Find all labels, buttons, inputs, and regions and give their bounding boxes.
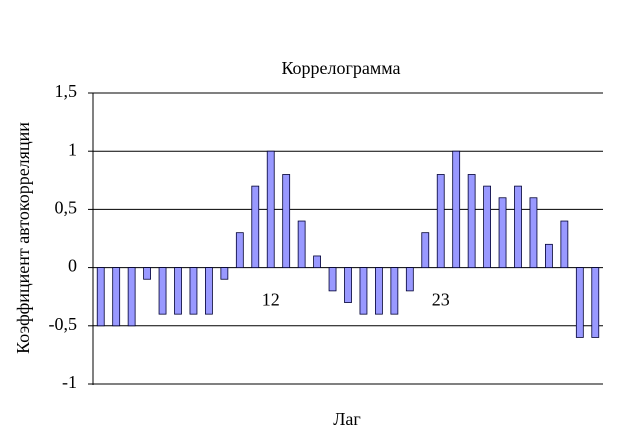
bar (112, 267, 121, 327)
bar (96, 267, 105, 327)
bar (545, 243, 553, 269)
bar (375, 267, 383, 315)
y-axis-label: Коэффициент автокорреляции (13, 122, 33, 354)
bar (158, 267, 167, 315)
bar (467, 174, 476, 268)
bar (591, 267, 600, 338)
bar (405, 267, 414, 292)
x-axis-label: Лаг (333, 409, 361, 429)
bar (313, 255, 321, 269)
bar (359, 267, 368, 315)
bar (297, 220, 306, 268)
y-tick-label: -0,5 (49, 314, 78, 334)
bar (560, 220, 569, 268)
y-tick-label: 1,5 (55, 81, 78, 101)
chart-title: Коррелограмма (281, 58, 400, 78)
bar (514, 185, 522, 268)
bar (328, 267, 337, 292)
bar (189, 267, 198, 315)
bar (344, 267, 352, 303)
y-tick-label: 0,5 (55, 198, 78, 218)
bar (143, 267, 151, 280)
bar (220, 267, 229, 280)
bar (266, 150, 275, 268)
bar (390, 267, 399, 315)
x-tick-label: 12 (262, 290, 280, 310)
bar (205, 267, 213, 315)
bar (575, 267, 584, 338)
y-tick-label: 0 (68, 256, 77, 276)
bar (174, 267, 182, 315)
bar (529, 197, 538, 268)
x-tick-label: 23 (432, 290, 450, 310)
y-tick-label: 1 (68, 139, 77, 159)
bar (421, 232, 430, 268)
bar (282, 174, 291, 268)
bar (251, 185, 260, 268)
bar (498, 197, 507, 268)
bar (452, 150, 461, 268)
y-tick-label: -1 (62, 372, 77, 392)
bar (235, 232, 244, 268)
bar (127, 267, 136, 327)
bar (436, 174, 445, 268)
bar (483, 185, 491, 268)
